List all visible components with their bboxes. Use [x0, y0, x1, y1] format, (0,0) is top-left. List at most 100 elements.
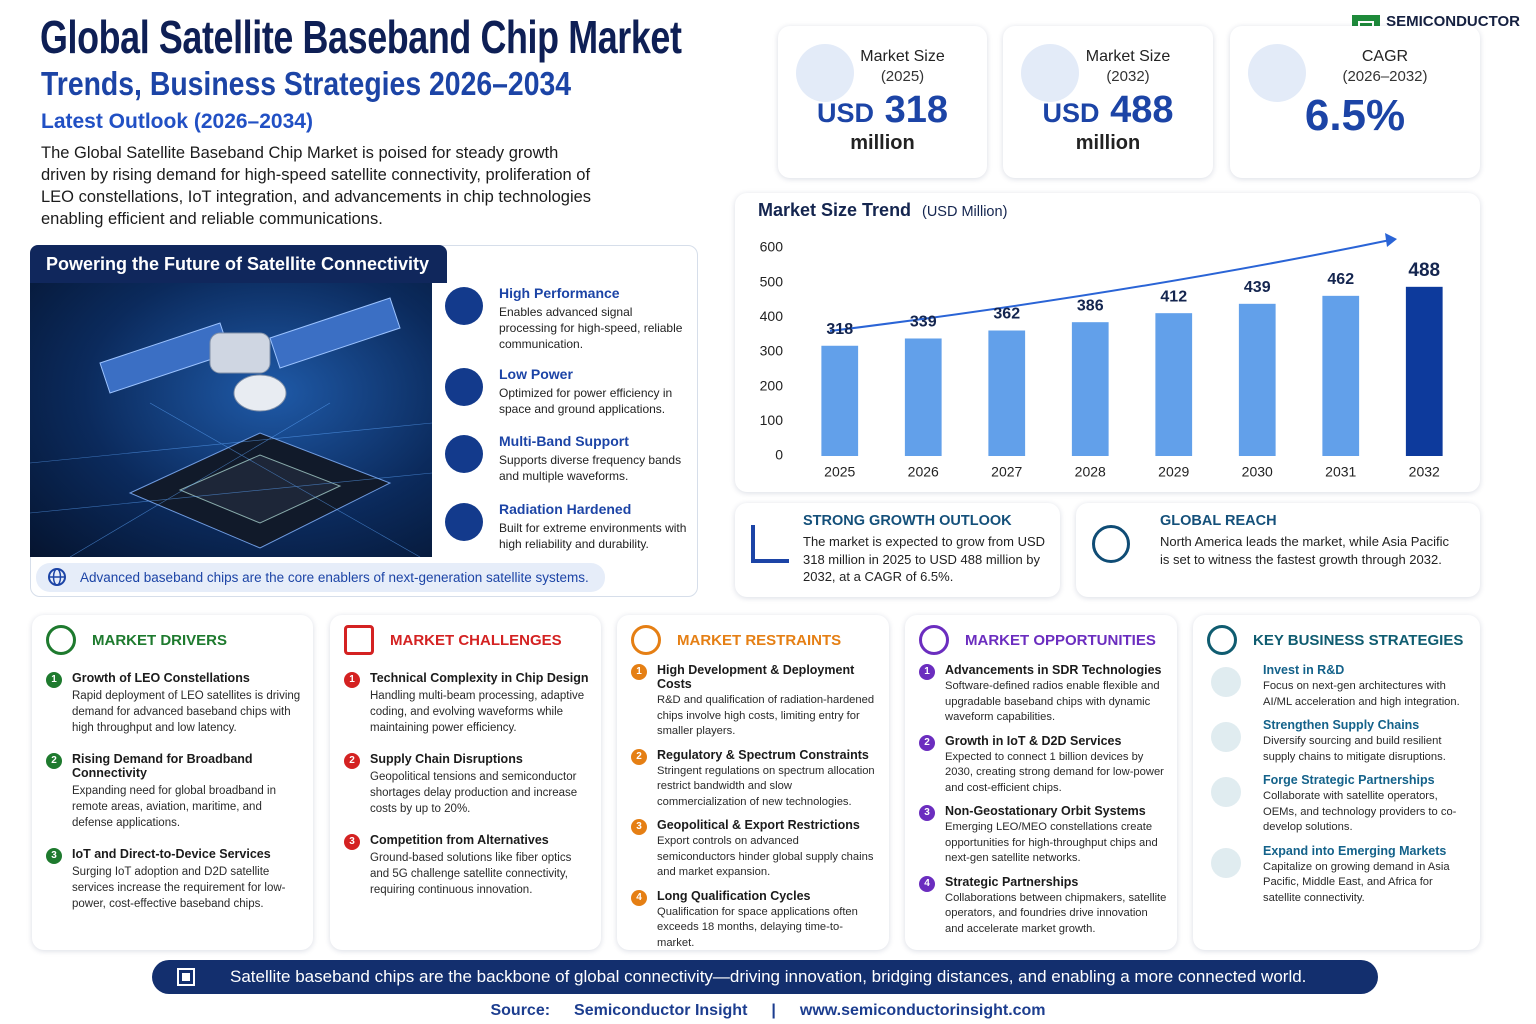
kpi-period: (2025) — [880, 68, 925, 85]
source-name: Semiconductor Insight — [574, 1002, 748, 1019]
x-tick-label: 2027 — [991, 464, 1022, 480]
bar — [1322, 295, 1360, 456]
kpi-unit: million — [850, 132, 915, 154]
item-text: Collaborate with satellite operators, OE… — [1263, 790, 1457, 833]
y-tick-label: 300 — [760, 343, 784, 359]
item-text: Geopolitical tensions and semiconductor … — [370, 771, 578, 815]
panel-title: Powering the Future of Satellite Connect… — [30, 245, 447, 283]
section-title: MARKET RESTRAINTS — [677, 632, 842, 649]
source-url[interactable]: www.semiconductorinsight.com — [799, 1002, 1046, 1019]
kpi-icon — [1248, 44, 1306, 102]
item-text: Software-defined radios enable flexible … — [945, 680, 1160, 723]
kpi-label: Market Size — [860, 48, 945, 65]
y-tick-label: 100 — [760, 412, 784, 428]
item-marker: 4 — [631, 889, 647, 906]
item-text: Rapid deployment of LEO satellites is dr… — [72, 690, 301, 734]
x-tick-label: 2029 — [1158, 464, 1189, 480]
feature-title: Multi-Band Support — [499, 433, 629, 449]
item-title: Expand into Emerging Markets — [1263, 843, 1447, 858]
item-text: Collaborations between chipmakers, satel… — [945, 891, 1167, 935]
item-title: IoT and Direct-to-Device Services — [72, 847, 271, 861]
section-item: 2 Supply Chain Disruptions Geopolitical te… — [342, 752, 591, 817]
item-marker: 3 — [344, 834, 360, 850]
section-item: 2 Growth in IoT & D2D Services Expected to… — [917, 734, 1167, 797]
section-icon — [46, 625, 76, 655]
item-marker: 3 — [631, 819, 647, 835]
section-item: Forge Strategic Partnerships Collaborate … — [1205, 773, 1470, 836]
value-label: 386 — [1077, 297, 1104, 314]
highlight-card: GLOBAL REACH North America leads the mark… — [1076, 503, 1480, 597]
item-text: Stringent regulations on spectrum alloca… — [657, 764, 875, 808]
bar — [1155, 313, 1193, 456]
item-text: Expected to connect 1 billion devices by… — [945, 750, 1164, 794]
item-marker: 4 — [919, 875, 935, 892]
section-item: Invest in R&D Focus on next-gen architect… — [1205, 663, 1470, 710]
feature-title: Radiation Hardened — [499, 501, 632, 517]
highlight-icon — [751, 525, 789, 563]
section-item: 2 Rising Demand for Broadband Connectivit… — [44, 752, 303, 831]
illustration — [30, 297, 432, 557]
item-title: Growth of LEO Constellations — [72, 671, 250, 685]
item-marker: 1 — [631, 664, 647, 680]
value-label: 462 — [1327, 271, 1354, 288]
value-label: 318 — [826, 321, 853, 338]
highlight-card: STRONG GROWTH OUTLOOK The market is expec… — [735, 503, 1060, 597]
y-tick-label: 600 — [760, 239, 784, 255]
section-item: 1 High Development & Deployment Costs R&D … — [629, 663, 879, 740]
trend-arrowhead — [1385, 233, 1397, 247]
feature-text: Enables advanced signal processing for h… — [499, 305, 683, 351]
item-marker — [1211, 777, 1241, 807]
item-marker: 3 — [919, 805, 935, 821]
feature-text: Built for extreme environments with high… — [499, 521, 687, 551]
title: Global Satellite Baseband Chip Market — [40, 11, 682, 63]
brand-line: SEMICONDUCTOR — [1386, 13, 1520, 30]
panel-footnote: Advanced baseband chips are the core ena… — [36, 563, 605, 592]
section-card: MARKET CHALLENGES 1 Technical Complexity i… — [330, 615, 601, 950]
section-item: 2 Regulatory & Spectrum Constraints String… — [629, 748, 879, 811]
item-marker — [1211, 667, 1241, 697]
x-tick-label: 2031 — [1325, 464, 1356, 480]
section-card: MARKET RESTRAINTS 1 High Development & Dep… — [617, 615, 889, 950]
feature-icon — [445, 368, 483, 406]
section-card: MARKET DRIVERS 1 Growth of LEO Constellati… — [32, 615, 313, 950]
kpi-icon — [796, 44, 854, 102]
feature-icon — [445, 503, 483, 541]
banner: Satellite baseband chips are the backbon… — [152, 960, 1378, 994]
item-marker: 1 — [46, 672, 62, 688]
item-title: Supply Chain Disruptions — [370, 752, 523, 766]
y-tick-label: 0 — [775, 447, 783, 463]
item-marker: 2 — [919, 734, 935, 751]
kpi-period: (2032) — [1106, 68, 1150, 85]
item-text: Export controls on advanced semiconducto… — [657, 835, 874, 878]
satellite-image — [30, 283, 432, 557]
item-title: Strengthen Supply Chains — [1263, 718, 1420, 732]
item-text: Emerging LEO/MEO constellations create o… — [945, 821, 1158, 864]
section-item: 3 IoT and Direct-to-Device Services Surgin… — [44, 847, 303, 912]
section-item: 1 Technical Complexity in Chip Design Hand… — [342, 671, 591, 736]
source-label: Source: — [490, 1002, 551, 1019]
section-icon — [919, 625, 949, 655]
bar — [821, 345, 859, 456]
section-icon — [344, 625, 374, 655]
section-item: 1 Growth of LEO Constellations Rapid deplo… — [44, 671, 303, 736]
feature-title: High Performance — [499, 285, 620, 301]
globe-icon — [48, 568, 66, 586]
item-marker — [1211, 722, 1241, 752]
item-marker: 3 — [46, 848, 62, 864]
item-title: Strategic Partnerships — [945, 874, 1079, 889]
section-item: 4 Long Qualification Cycles Qualification … — [629, 889, 879, 952]
separator: | — [771, 1002, 776, 1019]
highlight-text: North America leads the market, while As… — [1160, 534, 1450, 567]
y-tick-label: 500 — [760, 273, 784, 289]
item-title: Competition from Alternatives — [370, 833, 549, 847]
kpi-card: CAGR (2026–2032) 6.5% — [1230, 26, 1480, 178]
item-title: Regulatory & Spectrum Constraints — [657, 747, 869, 762]
section-item: 3 Non-Geostationary Orbit Systems Emerging… — [917, 804, 1167, 867]
kpi-prefix: USD — [1042, 98, 1100, 128]
item-text: Expanding need for global broadband in r… — [72, 785, 276, 829]
item-title: Long Qualification Cycles — [657, 888, 811, 903]
kpi-value: USD 488 — [1003, 89, 1213, 132]
y-tick-label: 400 — [760, 308, 784, 324]
item-text: Ground-based solutions like fiber optics… — [370, 852, 572, 896]
